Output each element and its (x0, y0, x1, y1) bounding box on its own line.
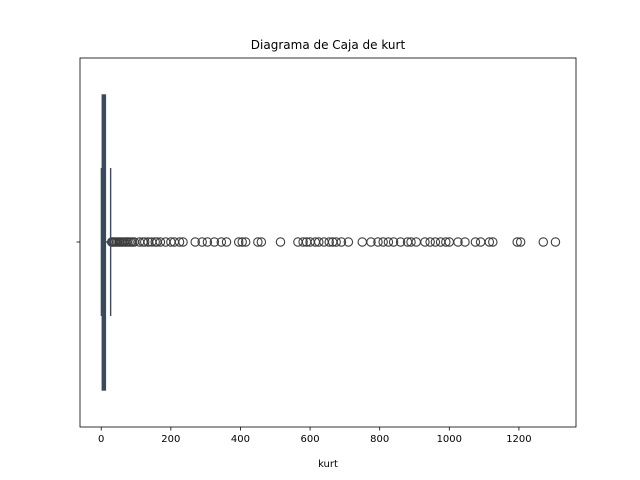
outlier-point (155, 237, 166, 247)
outlier-point (366, 237, 376, 247)
outlier-point (253, 237, 263, 247)
outlier-point (378, 237, 388, 247)
outlier-point (484, 237, 495, 247)
box-element (100, 94, 112, 391)
outlier-point (298, 237, 308, 247)
outlier-point (233, 237, 244, 247)
outlier-point (488, 237, 498, 247)
outlier-point (336, 237, 347, 247)
outlier-point (430, 237, 441, 247)
outlier-point (190, 237, 200, 247)
outlier-point (209, 237, 220, 247)
x-axis-label: kurt (318, 459, 338, 470)
outlier-point (460, 237, 470, 247)
outlier-point (314, 237, 324, 247)
x-tick-label: 600 (301, 434, 320, 445)
outlier-point (453, 237, 463, 247)
x-tick-label: 1200 (506, 434, 531, 445)
outliers (106, 237, 561, 247)
outlier-point (550, 237, 561, 247)
outlier-point (383, 237, 394, 247)
outlier-point (395, 237, 406, 247)
outlier-point (178, 237, 188, 247)
chart-title: Diagrama de Caja de kurt (251, 38, 406, 52)
plot-frame (79, 57, 577, 428)
outlier-point (441, 237, 451, 247)
outlier-point (388, 237, 399, 247)
outlier-point (174, 237, 185, 247)
x-axis-ticks: 0 200 400 600 800 1000 1200 (98, 427, 532, 445)
outlier-point (139, 237, 150, 247)
outlier-point (324, 237, 334, 247)
outlier-point (538, 237, 549, 247)
outlier-point (373, 237, 383, 247)
outlier-point (216, 237, 227, 247)
outlier-point (420, 237, 430, 247)
outlier-point (221, 237, 232, 247)
outlier-point (237, 237, 247, 247)
outlier-point (425, 237, 435, 247)
x-tick-label: 400 (231, 434, 250, 445)
outlier-point (411, 237, 421, 247)
x-tick-label: 800 (370, 434, 389, 445)
x-tick-label: 1000 (437, 434, 462, 445)
outlier-point (331, 237, 341, 247)
outlier-point (470, 237, 481, 247)
x-tick-label: 0 (98, 434, 104, 445)
outlier-point (197, 237, 207, 247)
outlier-point (275, 237, 286, 247)
outlier-point (240, 237, 251, 247)
outlier-point (343, 237, 354, 247)
outlier-point (256, 237, 267, 247)
outlier-point (512, 237, 522, 247)
outlier-point (357, 237, 368, 247)
outlier-point (475, 237, 486, 247)
outlier-point (406, 237, 416, 247)
outlier-point (515, 237, 526, 247)
x-tick-label: 200 (161, 434, 180, 445)
outlier-point (202, 237, 213, 247)
